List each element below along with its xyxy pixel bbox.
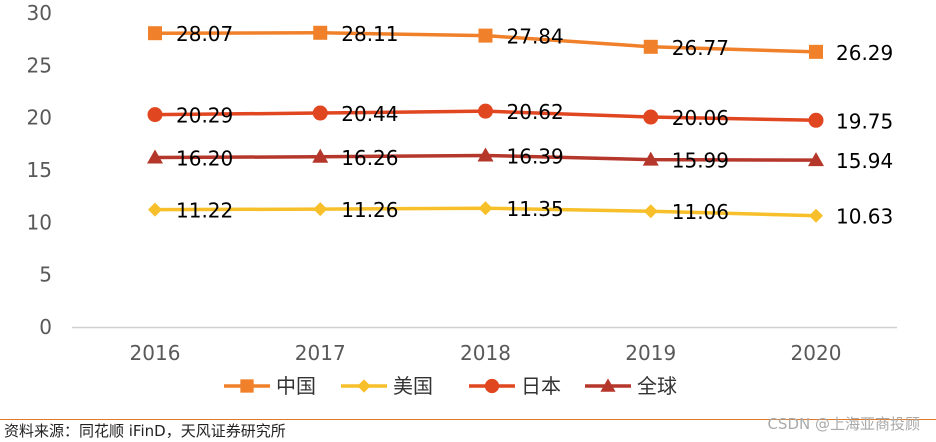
data-label: 16.26 <box>341 146 398 170</box>
data-point <box>313 25 328 40</box>
data-label: 15.99 <box>672 149 729 173</box>
data-label: 20.29 <box>176 104 233 128</box>
y-tick-label: 5 <box>39 263 52 287</box>
watermark: CSDN @上海亚商投顾 <box>767 415 920 433</box>
legend-marker <box>484 378 500 394</box>
data-point <box>477 147 494 162</box>
data-label: 26.77 <box>672 36 729 60</box>
y-tick-label: 0 <box>39 315 52 339</box>
data-point <box>312 105 328 121</box>
data-point <box>809 44 823 59</box>
data-point <box>643 109 659 125</box>
data-point <box>808 112 824 128</box>
data-label: 10.63 <box>836 205 893 229</box>
data-label: 28.07 <box>176 22 233 46</box>
data-label: 11.22 <box>176 199 233 223</box>
line-chart: 0 5 10 15 20 25 30 2016 2017 2018 2019 2020 28.07 28.… <box>27 1 897 398</box>
data-point <box>312 148 329 163</box>
data-point <box>478 28 493 43</box>
legend-label: 中国 <box>276 374 316 398</box>
data-point <box>147 107 163 123</box>
data-point <box>643 39 658 54</box>
source-note: 资料来源：同花顺 iFinD，天风证券研究所 <box>4 422 286 440</box>
y-tick-label: 10 <box>27 210 52 234</box>
data-point <box>478 103 493 119</box>
y-tick-label: 15 <box>27 158 52 182</box>
x-tick-label: 2019 <box>625 341 676 365</box>
data-label: 16.39 <box>507 144 564 168</box>
data-point <box>313 202 328 217</box>
legend-label: 日本 <box>521 374 561 398</box>
data-label: 15.94 <box>836 149 893 173</box>
data-point <box>642 151 659 166</box>
data-point <box>808 152 824 167</box>
data-label: 19.75 <box>836 109 893 133</box>
data-point <box>478 201 493 216</box>
data-label: 20.62 <box>507 100 564 124</box>
data-label: 16.20 <box>176 146 233 170</box>
data-point <box>809 208 823 223</box>
data-label: 20.06 <box>672 106 729 130</box>
footer-divider <box>0 419 936 420</box>
y-tick-label: 20 <box>27 106 52 130</box>
data-label: 28.11 <box>341 22 398 46</box>
legend-marker <box>357 379 371 393</box>
x-tick-label: 2017 <box>295 341 346 365</box>
x-tick-label: 2020 <box>791 341 842 365</box>
legend-marker <box>600 378 616 392</box>
y-tick-label: 30 <box>27 1 52 25</box>
x-tick-label: 2018 <box>460 341 511 365</box>
data-point <box>643 204 658 219</box>
data-label: 11.26 <box>341 198 398 222</box>
data-point <box>148 26 162 41</box>
data-label: 11.06 <box>672 200 729 224</box>
legend-label: 美国 <box>393 374 433 398</box>
data-label: 20.44 <box>341 102 398 126</box>
data-label: 27.84 <box>507 25 564 49</box>
legend-marker <box>240 379 254 393</box>
data-point <box>147 149 163 164</box>
x-tick-label: 2016 <box>130 341 181 365</box>
data-point <box>148 202 162 217</box>
y-tick-label: 25 <box>27 53 52 77</box>
data-label: 26.29 <box>836 41 893 65</box>
data-label: 11.35 <box>507 197 564 221</box>
legend-label: 全球 <box>637 374 677 398</box>
